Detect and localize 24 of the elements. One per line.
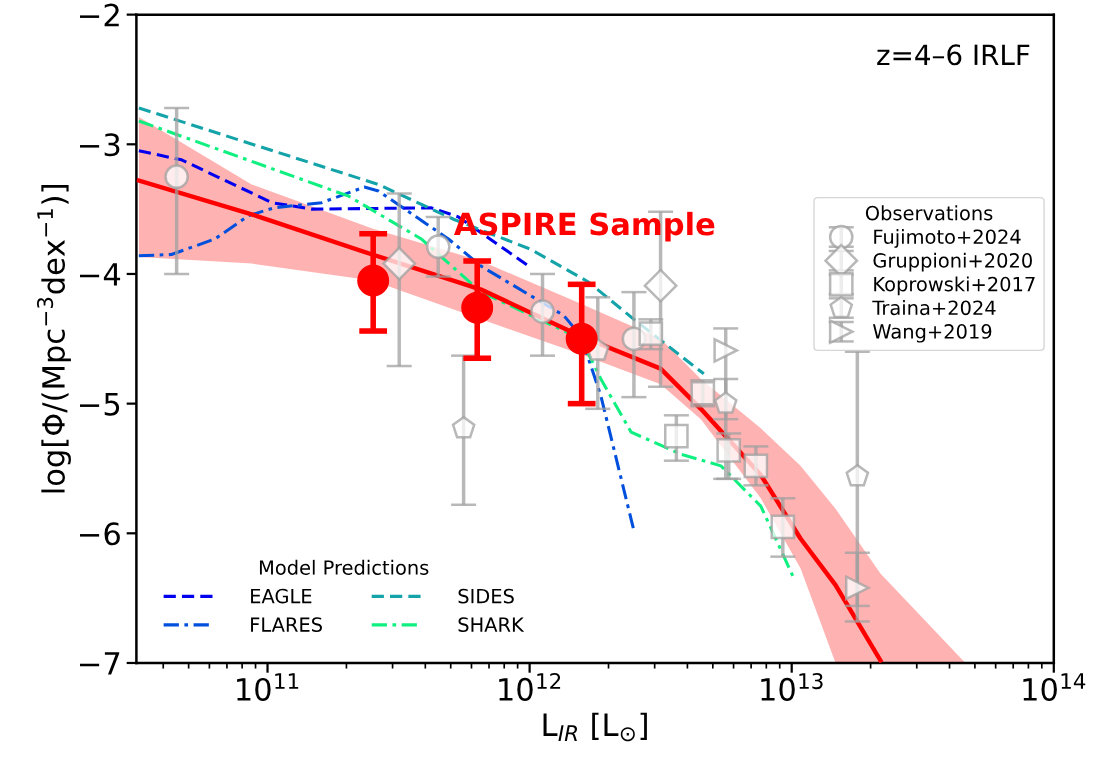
legend-label: Koprowski+2017 bbox=[874, 276, 1035, 296]
y-tick-label: −4 bbox=[80, 263, 121, 286]
y-tick-label: −3 bbox=[80, 133, 120, 157]
legend-label: Traina+2024 bbox=[872, 300, 996, 316]
y-tick-label: −6 bbox=[80, 522, 120, 546]
text: Observations bbox=[865, 205, 993, 221]
x-axis-title: L$_{IR}$ [L$_{⊙}$] bbox=[543, 712, 647, 742]
legend-label: Gruppioni+2020 bbox=[873, 252, 1032, 272]
legend-label: EAGLE bbox=[251, 588, 312, 604]
y-axis-title: log[Φ/(Mpc$^{−3}$dex$^{−1}$)] bbox=[36, 185, 71, 493]
legend-label: SIDES bbox=[458, 588, 514, 604]
legend-label: FLARES bbox=[251, 617, 322, 632]
x-tick-label: 10$^{14}$ bbox=[1023, 673, 1086, 701]
legend-label: SHARK bbox=[458, 617, 525, 632]
y-tick-label: −7 bbox=[80, 652, 120, 675]
x-tick-label: 10$^{11}$ bbox=[237, 673, 299, 701]
y-tick-label: −5 bbox=[80, 392, 120, 416]
x-tick-label: 10$^{12}$ bbox=[499, 672, 561, 701]
x-tick-label: 10$^{13}$ bbox=[761, 672, 823, 701]
legend-label: Wang+2019 bbox=[873, 324, 992, 343]
text: Model Predictions bbox=[259, 559, 429, 575]
legend-label: Fujimoto+2024 bbox=[874, 229, 1021, 248]
annotation: z=4–6 IRLF bbox=[877, 44, 1030, 66]
y-tick-label: −2 bbox=[80, 3, 119, 27]
